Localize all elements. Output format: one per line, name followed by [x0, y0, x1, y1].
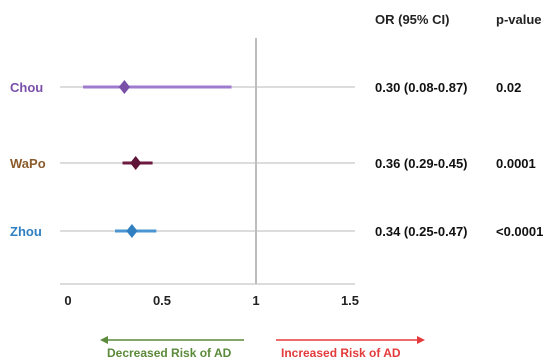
- point-estimate-diamond: [126, 224, 138, 238]
- x-tick-label: 1.5: [341, 293, 359, 308]
- decreased-arrow-head: [100, 336, 108, 344]
- or-ci-value: 0.30 (0.08-0.87): [375, 80, 468, 95]
- x-tick-label: 1: [252, 293, 259, 308]
- point-estimate-diamond: [130, 156, 142, 170]
- x-tick-label: 0: [64, 293, 71, 308]
- or-column-header: OR (95% CI): [375, 12, 449, 27]
- p-value: 0.02: [496, 80, 521, 95]
- increased-risk-label: Increased Risk of AD: [281, 346, 401, 360]
- risk-direction: Decreased Risk of AD Increased Risk of AD: [100, 336, 425, 360]
- row-gridlines: [60, 86, 355, 232]
- study-marks: [83, 80, 232, 238]
- x-tick-labels: 0 0.5 1 1.5: [64, 293, 359, 308]
- or-ci-value: 0.36 (0.29-0.45): [375, 156, 468, 171]
- study-labels: Chou WaPo Zhou: [10, 80, 46, 239]
- study-label: Chou: [10, 80, 43, 95]
- p-column-header: p-value: [496, 12, 542, 27]
- or-ci-value: 0.34 (0.25-0.47): [375, 224, 468, 239]
- p-value: 0.0001: [496, 156, 536, 171]
- increased-arrow-head: [417, 336, 425, 344]
- study-label: WaPo: [10, 156, 46, 171]
- p-value: <0.0001: [496, 224, 543, 239]
- study-label: Zhou: [10, 224, 42, 239]
- decreased-risk-label: Decreased Risk of AD: [107, 346, 232, 360]
- study-stats: 0.30 (0.08-0.87) 0.02 0.36 (0.29-0.45) 0.00…: [375, 80, 543, 239]
- x-tick-label: 0.5: [153, 293, 171, 308]
- point-estimate-diamond: [118, 80, 130, 94]
